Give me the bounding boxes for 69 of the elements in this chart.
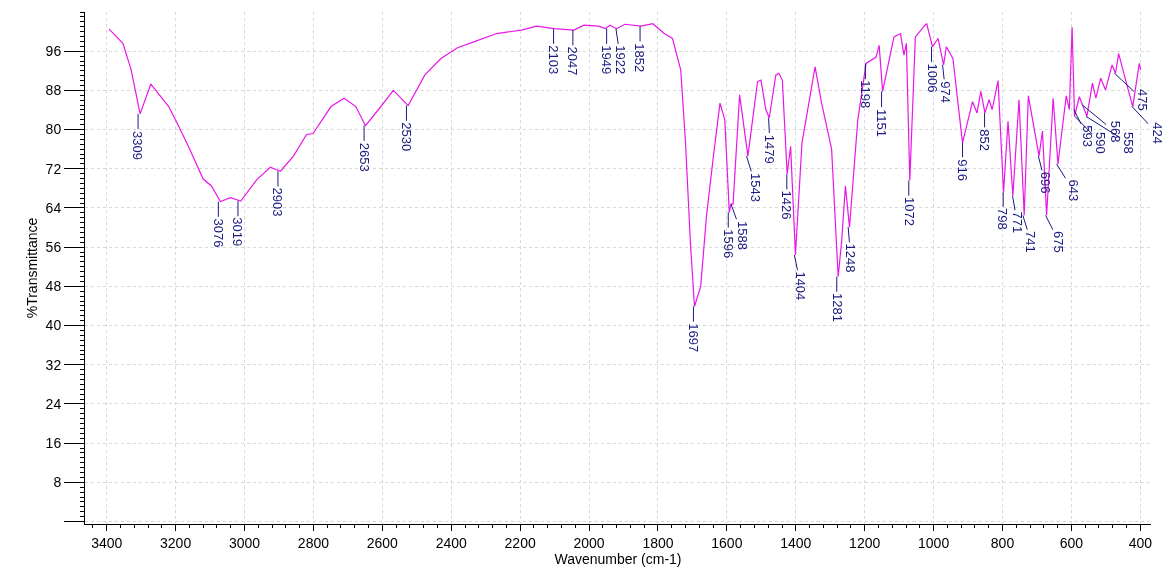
y-tick-label: 88	[45, 82, 62, 99]
x-tick-label: 2000	[573, 534, 605, 551]
annotation: 696	[1038, 171, 1054, 194]
annotation: 1248	[843, 243, 859, 273]
annotation: 643	[1065, 179, 1081, 202]
x-tick-label: 1000	[918, 534, 950, 551]
annotation: 1281	[829, 292, 845, 322]
annotation: 1922	[613, 45, 629, 75]
x-tick-label: 400	[1128, 534, 1153, 551]
x-tick-label: 1600	[711, 534, 743, 551]
annotation: 741	[1023, 231, 1039, 253]
annotation: 1072	[901, 196, 917, 226]
x-tick-label: 3400	[91, 534, 123, 551]
x-tick-label: 600	[1059, 534, 1084, 551]
annotation: 2903	[270, 187, 286, 217]
annotation: 1596	[720, 229, 736, 259]
annotation: 1697	[686, 323, 702, 353]
annotation: 568	[1108, 120, 1124, 143]
x-tick-label: 1800	[642, 534, 674, 551]
annotation: 916	[955, 159, 971, 181]
x-tick-label: 3200	[160, 534, 192, 551]
y-tick-label: 40	[45, 317, 62, 334]
y-axis-title: %Transmittance	[24, 217, 41, 319]
x-axis-title: Wavenumber (cm-1)	[554, 550, 682, 567]
annotation: 2047	[565, 46, 581, 76]
annotation: 424	[1149, 122, 1165, 144]
annotation: 593	[1079, 125, 1095, 147]
x-tick-label: 2800	[297, 534, 330, 551]
y-tick-label: 64	[45, 199, 62, 216]
x-tick-label: 2200	[504, 534, 536, 551]
y-tick-label: 96	[45, 43, 62, 60]
annotation: 1949	[599, 45, 615, 75]
annotation: 2103	[546, 45, 562, 75]
annotation: 590	[1093, 132, 1109, 154]
x-tick-label: 1400	[780, 534, 812, 551]
annotation: 1588	[734, 221, 750, 250]
annotation: 852	[977, 129, 993, 151]
y-tick-label: 8	[53, 474, 62, 491]
annotation: 1479	[762, 134, 778, 164]
annotation: 558	[1121, 132, 1137, 154]
annotation: 1404	[793, 271, 809, 301]
annotation: 1426	[779, 190, 795, 220]
x-tick-label: 2400	[435, 534, 468, 551]
y-tick-label: 80	[45, 121, 62, 138]
annotation: 974	[938, 81, 954, 103]
annotation: 1852	[632, 43, 648, 73]
y-tick-label: 72	[45, 160, 62, 177]
y-tick-label: 48	[45, 278, 62, 295]
annotation: 3019	[230, 217, 246, 247]
x-tick-label: 3000	[228, 534, 261, 551]
annotation: 2653	[356, 142, 372, 172]
annotation: 771	[1009, 211, 1025, 234]
y-tick-label: 16	[45, 435, 62, 452]
annotation: 1006	[924, 63, 940, 93]
x-tick-label: 2600	[366, 534, 399, 551]
x-tick-label: 1200	[849, 534, 881, 551]
annotation: 1198	[858, 80, 874, 109]
annotation: 1543	[748, 173, 764, 202]
x-tick-label: 800	[990, 534, 1015, 551]
annotation: 475	[1135, 88, 1151, 111]
annotation: 3309	[130, 131, 146, 160]
annotation: 2530	[399, 122, 415, 152]
annotation: 1151	[874, 109, 890, 137]
annotation: 675	[1051, 231, 1067, 253]
annotation: 3076	[211, 218, 227, 248]
y-tick-label: 56	[45, 239, 62, 256]
y-tick-label: 24	[45, 395, 62, 412]
y-tick-label: 32	[45, 356, 62, 373]
annotation: 798	[995, 208, 1011, 230]
